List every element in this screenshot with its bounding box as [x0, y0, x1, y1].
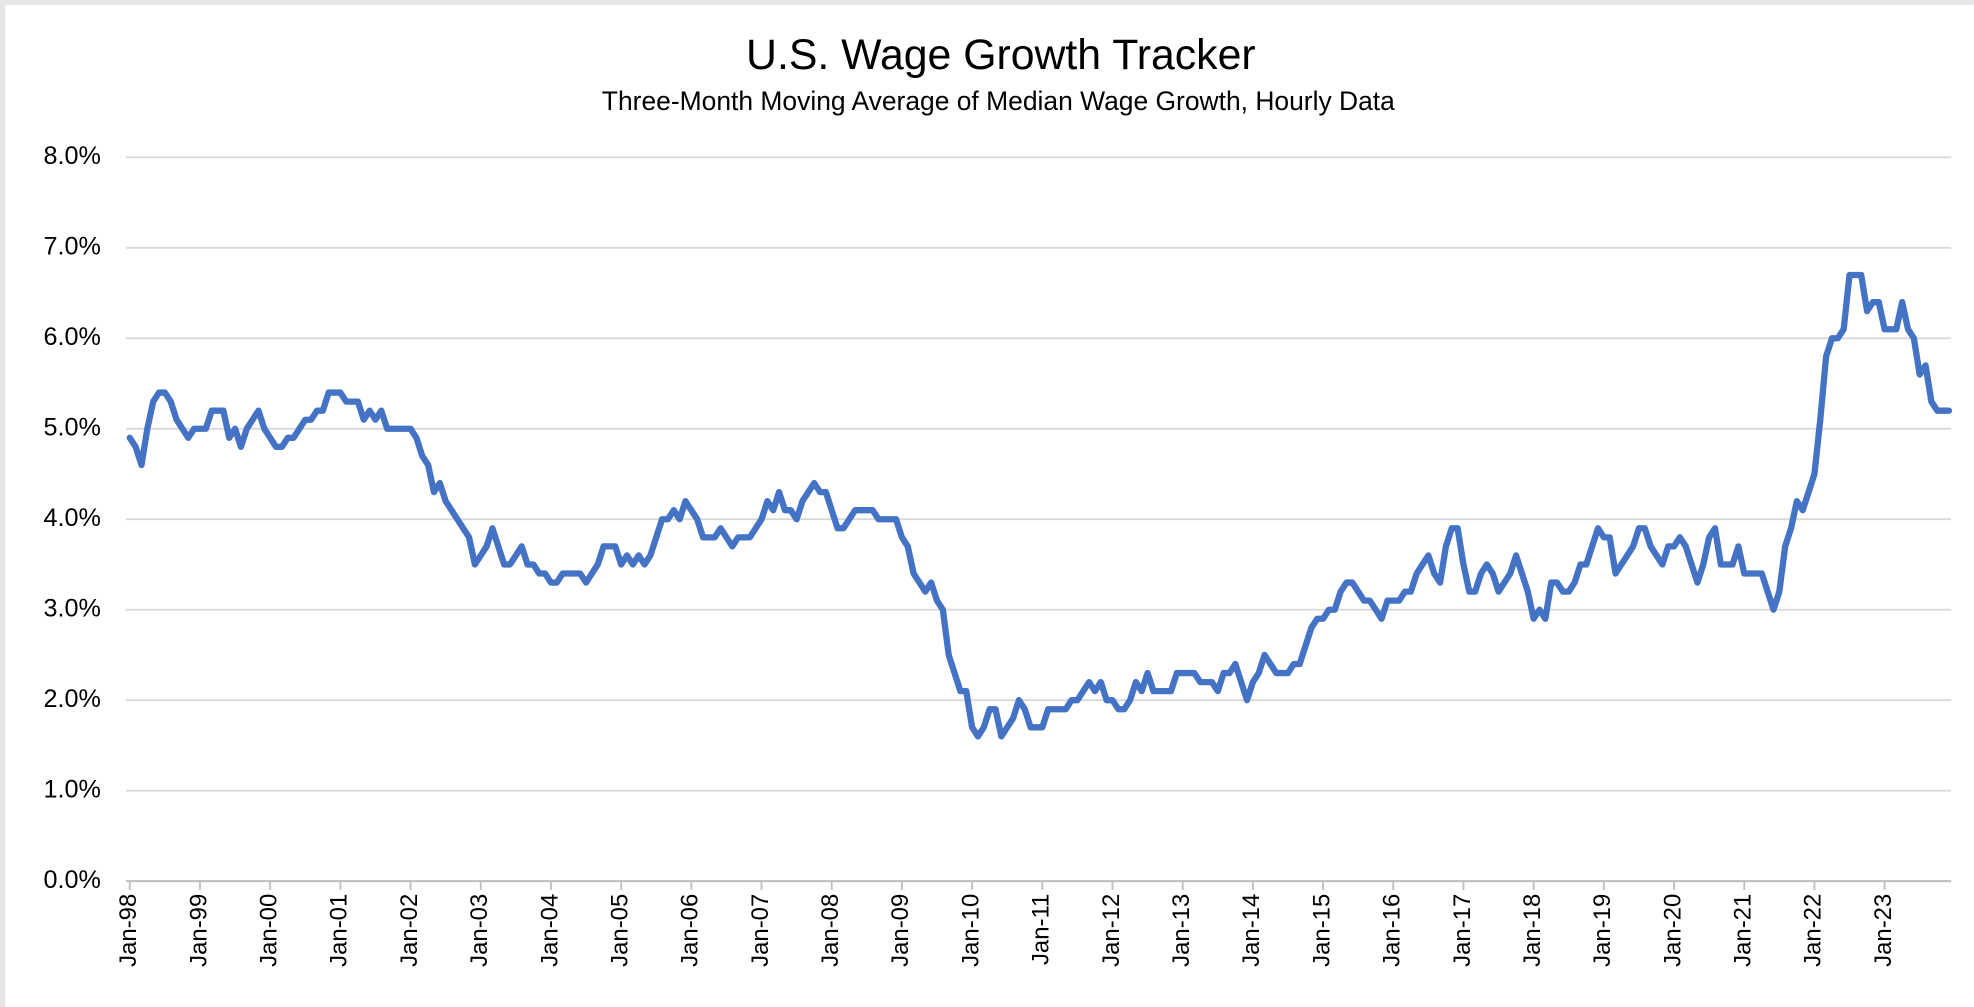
plot-area [126, 271, 1953, 740]
x-tick-label: Jan-18 [1519, 894, 1546, 967]
x-tick-label: Jan-01 [326, 894, 353, 967]
x-tick-label: Jan-11 [1028, 894, 1055, 965]
chart-background [5, 5, 1974, 1007]
x-tick-label: Jan-04 [536, 894, 563, 967]
x-tick-label: Jan-13 [1168, 894, 1195, 967]
x-tick-label: Jan-07 [747, 894, 774, 967]
y-tick-label: 8.0% [43, 142, 100, 170]
data-line [126, 271, 1953, 740]
x-tick-label: Jan-06 [677, 894, 704, 967]
x-tick-label: Jan-99 [185, 894, 212, 967]
x-tick-label: Jan-16 [1379, 894, 1406, 967]
x-tick-label: Jan-98 [115, 894, 142, 967]
y-tick-label: 7.0% [43, 232, 100, 260]
x-tick-label: Jan-08 [817, 894, 844, 967]
x-tick-label: Jan-10 [957, 894, 984, 967]
x-tick-label: Jan-05 [606, 894, 633, 967]
x-tick-label: Jan-12 [1098, 894, 1125, 967]
x-axis: Jan-98 Jan-99 Jan-00 Jan-01 Jan-02 Jan-03 Jan-… [115, 880, 1952, 967]
x-tick-label: Jan-02 [396, 894, 423, 967]
x-tick-label: Jan-19 [1589, 894, 1616, 967]
y-tick-label: 5.0% [43, 413, 100, 441]
x-tick-label: Jan-22 [1800, 894, 1827, 967]
x-tick-label: Jan-03 [466, 894, 493, 967]
y-tick-label: 6.0% [43, 323, 100, 351]
chart-subtitle: Three-Month Moving Average of Median Wag… [602, 86, 1395, 116]
y-tick-label: 1.0% [43, 775, 100, 803]
chart-title: U.S. Wage Growth Tracker [746, 31, 1256, 79]
x-tick-label: Jan-20 [1659, 894, 1686, 967]
grid: 0.0% 1.0% 2.0% 3.0% 4.0% 5.0% 6.0% 7.0% 8.0% [43, 142, 1952, 894]
x-tick-label: Jan-09 [887, 894, 914, 967]
y-tick-label: 3.0% [43, 594, 100, 622]
x-tick-label: Jan-14 [1238, 894, 1265, 967]
y-tick-label: 4.0% [43, 504, 100, 532]
x-tick-label: Jan-17 [1449, 894, 1476, 967]
x-tick-label: Jan-15 [1308, 894, 1335, 967]
y-tick-label: 0.0% [43, 866, 100, 894]
x-tick-label: Jan-23 [1870, 894, 1897, 967]
y-tick-label: 2.0% [43, 685, 100, 713]
x-tick-label: Jan-00 [255, 894, 282, 967]
x-tick-label: Jan-21 [1730, 894, 1757, 967]
